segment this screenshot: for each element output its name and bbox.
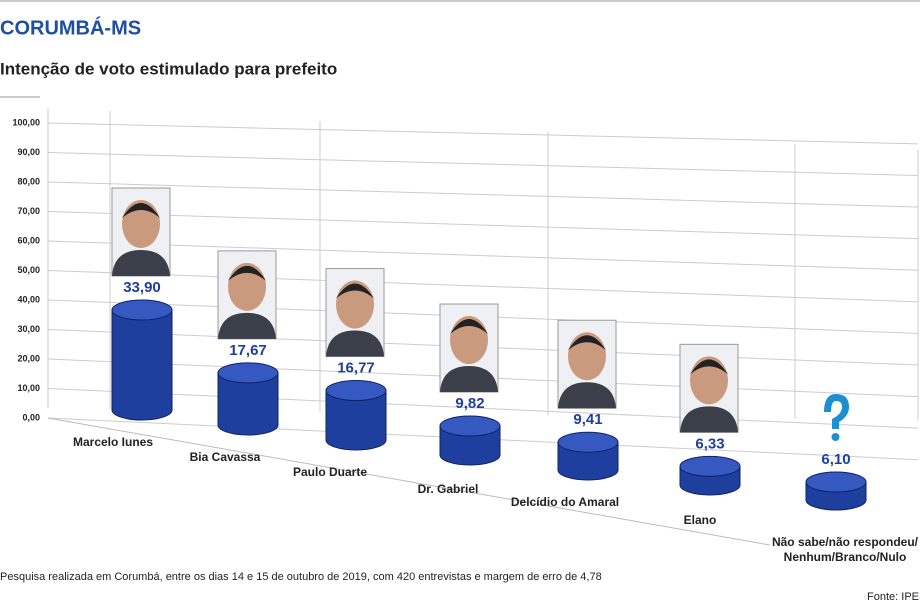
chart-title: CORUMBÁ-MS bbox=[0, 16, 141, 39]
photo-hair bbox=[336, 283, 374, 299]
source: Fonte: IPE bbox=[867, 591, 919, 603]
bar-top bbox=[805, 471, 867, 493]
note: Pesquisa realizada em Corumbá, entre os … bbox=[0, 571, 602, 583]
grid-line bbox=[47, 211, 919, 240]
x-tick-label: Paulo Duarte bbox=[292, 465, 367, 479]
grid-line bbox=[47, 181, 919, 208]
grid-line bbox=[47, 152, 919, 176]
y-tick-label: 100,00 bbox=[12, 117, 40, 127]
value-label: 9,41 bbox=[573, 411, 602, 428]
photo-body bbox=[558, 382, 616, 409]
bar bbox=[325, 390, 387, 451]
x-tick-label: Marcelo Iunes bbox=[72, 435, 154, 449]
floor-edge bbox=[47, 417, 771, 546]
y-tick-label: 90,00 bbox=[17, 147, 40, 157]
bar bbox=[217, 372, 279, 436]
question-icon bbox=[824, 394, 849, 430]
grid-line bbox=[47, 388, 919, 429]
y-tick-label: 70,00 bbox=[17, 206, 40, 216]
bar bbox=[557, 441, 619, 481]
value-label: 33,90 bbox=[123, 279, 161, 296]
photo-hair bbox=[122, 202, 160, 218]
photo-body bbox=[440, 366, 498, 393]
y-tick-label: 10,00 bbox=[17, 383, 40, 393]
y-tick-label: 40,00 bbox=[17, 294, 40, 304]
photo-body bbox=[680, 406, 738, 433]
y-tick-label: 20,00 bbox=[17, 353, 40, 363]
x-tick-label: Não sabe/não respondeu/ Nenhum/Branco/Nu… bbox=[771, 535, 919, 564]
grid-line bbox=[47, 240, 919, 271]
bar-top bbox=[217, 362, 279, 384]
bar bbox=[439, 425, 501, 466]
photo-body bbox=[218, 312, 276, 339]
y-tick-label: 30,00 bbox=[17, 324, 40, 334]
photo-hair bbox=[568, 335, 606, 351]
photo-body bbox=[326, 330, 384, 357]
bar-top bbox=[439, 415, 501, 437]
bar-top bbox=[679, 455, 741, 477]
bar-top bbox=[111, 299, 173, 321]
grid-line bbox=[47, 270, 919, 303]
value-label: 9,82 bbox=[455, 395, 484, 412]
x-tick-label: Dr. Gabriel bbox=[417, 482, 479, 496]
x-tick-label: Bia Cavassa bbox=[189, 450, 261, 464]
bar-top bbox=[325, 380, 387, 402]
grid-line bbox=[47, 122, 919, 145]
x-tick-label: Delcídio do Amaral bbox=[510, 495, 620, 509]
photo-hair bbox=[450, 319, 488, 335]
value-label: 6,33 bbox=[695, 435, 724, 452]
photo-hair bbox=[690, 359, 728, 375]
y-tick-label: 0,00 bbox=[22, 412, 40, 422]
x-tick-label: Elano bbox=[683, 513, 717, 527]
photo-hair bbox=[228, 265, 266, 281]
bar bbox=[111, 309, 173, 421]
y-tick-label: 80,00 bbox=[17, 176, 40, 186]
y-tick-label: 60,00 bbox=[17, 235, 40, 245]
y-tick-label: 50,00 bbox=[17, 265, 40, 275]
chart-subtitle: Intenção de voto estimulado para prefeit… bbox=[0, 59, 337, 78]
value-label: 17,67 bbox=[229, 342, 267, 359]
value-label: 16,77 bbox=[337, 359, 375, 376]
bar-top bbox=[557, 431, 619, 453]
question-dot bbox=[831, 433, 840, 442]
value-label: 6,10 bbox=[821, 451, 850, 468]
photo-body bbox=[112, 249, 170, 276]
